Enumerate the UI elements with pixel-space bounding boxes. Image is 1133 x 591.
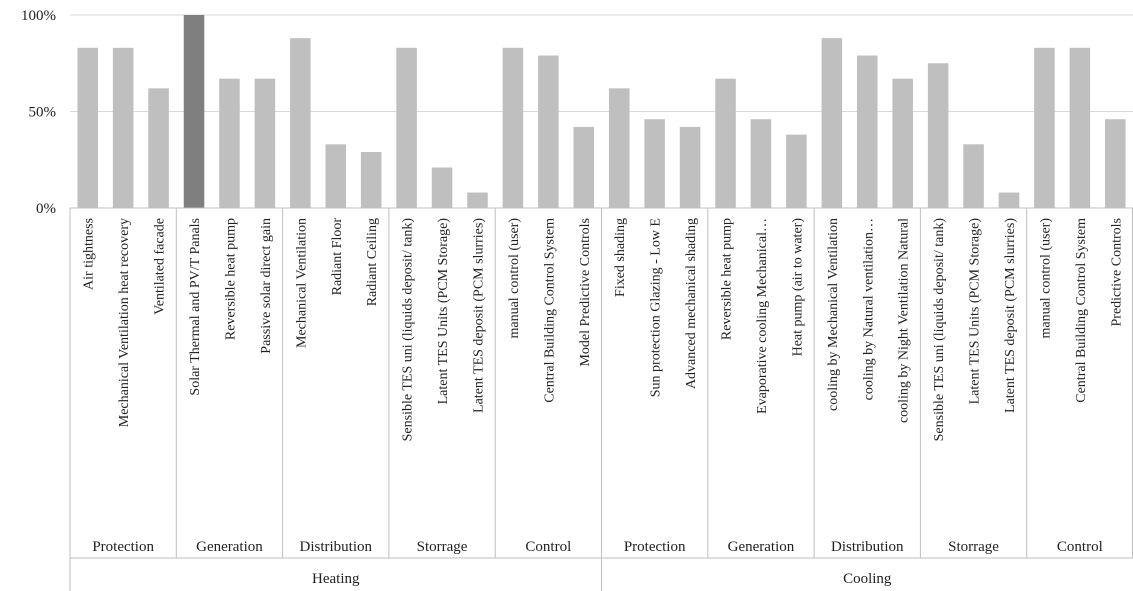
- category-label: Latent TES deposit (PCM slurries): [471, 218, 486, 413]
- bar: [573, 126, 595, 208]
- bar: [821, 38, 843, 208]
- category-label: Model Predictive Controls: [578, 218, 593, 367]
- category-label: cooling by Night Ventilation Natural: [897, 218, 912, 423]
- category-label: Evaporative cooling Mechanical…: [755, 218, 770, 414]
- category-label: Latent TES Units (PCM Storage): [968, 218, 983, 405]
- category-label: Central Building Control System: [542, 218, 557, 403]
- group-label: Storrage: [948, 539, 999, 555]
- bar: [856, 55, 878, 208]
- group-label: Generation: [728, 539, 795, 555]
- category-label: manual control (user): [1038, 218, 1053, 339]
- category-label: Fixed shading: [613, 218, 628, 297]
- group-label: Distribution: [831, 539, 904, 555]
- bar: [290, 38, 311, 208]
- bar: [467, 192, 488, 208]
- category-label: Sun protection Glazing - Low E: [649, 218, 664, 397]
- y-tick-label: 100%: [21, 8, 56, 24]
- bar: [715, 78, 736, 208]
- bar: [608, 88, 630, 208]
- category-label: Radiant Ceiling: [365, 218, 380, 306]
- bar: [1069, 47, 1091, 209]
- category-label: manual control (user): [507, 218, 522, 339]
- section-label: Cooling: [843, 571, 892, 587]
- category-label: Sensible TES uni (liquids deposit/ tank): [932, 218, 947, 442]
- group-label: Control: [525, 539, 571, 555]
- category-label: Ventilated facade: [153, 218, 168, 315]
- group-label: Generation: [196, 539, 263, 555]
- category-label: Passive solar direct gain: [259, 218, 274, 354]
- group-label: Control: [1057, 539, 1103, 555]
- bar: [538, 55, 559, 208]
- category-label: Latent TES Units (PCM Storage): [436, 218, 451, 405]
- bar: [112, 47, 134, 209]
- group-label: Protection: [92, 539, 154, 555]
- category-label: Reversible heat pump: [720, 218, 735, 340]
- category-label: Air tightness: [82, 218, 97, 290]
- category-label: Advanced mechanical shading: [684, 218, 699, 389]
- bar: [927, 63, 949, 208]
- bar: [431, 167, 453, 208]
- bar: [325, 144, 347, 208]
- category-label: Heat pump (air to water): [790, 218, 805, 357]
- bar: [148, 88, 169, 208]
- bar: [1105, 119, 1126, 208]
- category-label: Radiant Floor: [330, 218, 345, 296]
- bar: [644, 119, 665, 208]
- bar: [360, 152, 382, 208]
- bar: [750, 119, 772, 208]
- bar: [963, 144, 984, 208]
- bar: [396, 47, 417, 209]
- category-label: cooling by Mechanical Ventilation: [826, 218, 841, 411]
- bar: [219, 78, 240, 208]
- category-label: Predictive Controls: [1109, 218, 1124, 327]
- bar: [502, 47, 524, 209]
- bar: [998, 192, 1020, 208]
- group-label: Storrage: [417, 539, 468, 555]
- bar: [679, 126, 701, 208]
- category-label: Mechanical Ventilation: [294, 218, 309, 348]
- category-label: Reversible heat pump: [223, 218, 238, 340]
- bar: [254, 78, 276, 208]
- category-label: cooling by Natural ventilation…: [861, 218, 876, 400]
- category-label: Mechanical Ventilation heat recovery: [117, 218, 132, 427]
- bar: [786, 134, 807, 208]
- category-label: Latent TES deposit (PCM slurries): [1003, 218, 1018, 413]
- y-tick-label: 50%: [29, 105, 57, 121]
- bar: [1034, 47, 1055, 209]
- section-label: Heating: [312, 571, 360, 587]
- category-label: Sensible TES uni (liquids deposit/ tank): [401, 218, 416, 442]
- group-label: Distribution: [299, 539, 372, 555]
- y-tick-label: 0%: [36, 201, 56, 217]
- bar: [183, 15, 205, 208]
- category-label: Central Building Control System: [1074, 218, 1089, 403]
- group-label: Protection: [624, 539, 686, 555]
- bar: [77, 47, 98, 209]
- category-label: Solar Thermal and PV/T Panals: [188, 218, 203, 396]
- bar: [892, 78, 913, 208]
